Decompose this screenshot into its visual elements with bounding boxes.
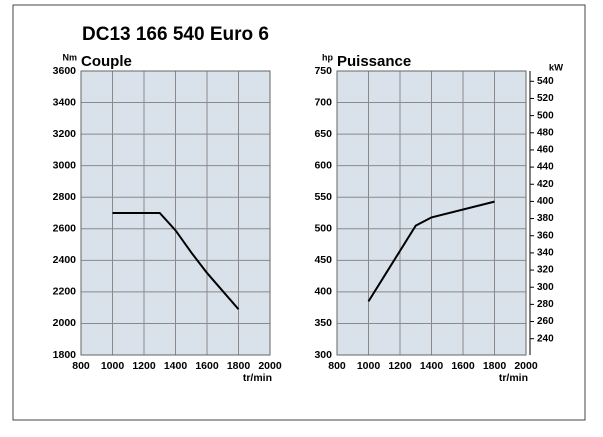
y-tick-label: 600 [314, 159, 332, 171]
y-tick-label: 450 [314, 254, 332, 266]
x-tick-label: 1000 [357, 360, 381, 372]
x-tick-label: 1600 [195, 360, 219, 372]
y2-tick-label: 500 [537, 110, 554, 121]
x-tick-label: 1000 [101, 360, 125, 372]
y-tick-label: 3000 [53, 159, 77, 171]
y-tick-label: 3400 [53, 96, 77, 108]
data-line [367, 200, 495, 302]
x-tick-label: 1800 [227, 360, 251, 372]
y-tick-label: 550 [314, 191, 332, 203]
chart-subtitle: Couple [81, 53, 132, 70]
x-tick-label: 1800 [483, 360, 507, 372]
x-tick-label: 800 [328, 360, 346, 372]
y-tick-label: 700 [314, 96, 332, 108]
y-tick-label: 400 [314, 286, 332, 298]
y2-tick-label: 520 [537, 93, 554, 104]
y-tick-label: 2200 [53, 286, 77, 298]
y-tick-label: 3200 [53, 128, 77, 140]
x-tick-label: 2000 [258, 360, 282, 372]
y2-tick-label: 400 [537, 196, 554, 207]
y2-tick-label: 240 [537, 333, 554, 344]
y-tick-label: 300 [314, 349, 332, 361]
y-tick-label: 750 [314, 65, 332, 77]
data-line [112, 212, 240, 310]
y2-tick-label: 540 [537, 76, 554, 87]
x-tick-label: 1600 [451, 360, 475, 372]
y2-tick-label: 360 [537, 230, 554, 241]
y2-tick-label: 480 [537, 127, 554, 138]
y-tick-label: 2600 [53, 223, 77, 235]
x-axis-label: tr/min [499, 372, 528, 384]
plot-border [80, 70, 271, 356]
y-tick-label: 500 [314, 223, 332, 235]
y-tick-label: 350 [314, 317, 332, 329]
y2-tick-label: 340 [537, 248, 554, 259]
chart-title: DC13 166 540 Euro 6 [82, 24, 269, 45]
y2-tick-label: 320 [537, 265, 554, 276]
x-tick-label: 800 [72, 360, 90, 372]
x-tick-label: 2000 [514, 360, 538, 372]
y-tick-label: 3600 [53, 65, 77, 77]
y-tick-label: 650 [314, 128, 332, 140]
y-tick-label: 2800 [53, 191, 77, 203]
x-tick-label: 1200 [388, 360, 412, 372]
x-axis-label: tr/min [243, 372, 272, 384]
y2-tick-label: 280 [537, 299, 554, 310]
chart-subtitle: Puissance [337, 53, 411, 70]
y-tick-label: 1800 [53, 349, 77, 361]
x-tick-label: 1200 [132, 360, 156, 372]
y2-tick-label: 440 [537, 162, 554, 173]
y2-tick-label: 380 [537, 213, 554, 224]
y-axis-label: hp [322, 52, 333, 62]
y2-tick-label: 300 [537, 282, 554, 293]
x-tick-label: 1400 [164, 360, 188, 372]
y2-tick-label: 420 [537, 179, 554, 190]
y-axis-label: Nm [62, 52, 77, 62]
plot-border [336, 70, 527, 356]
y-tick-label: 2000 [53, 317, 77, 329]
y-tick-label: 2400 [53, 254, 77, 266]
y2-tick-label: 460 [537, 145, 554, 156]
x-tick-label: 1400 [420, 360, 444, 372]
y2-axis-label: kW [549, 63, 563, 74]
y2-tick-label: 260 [537, 316, 554, 327]
